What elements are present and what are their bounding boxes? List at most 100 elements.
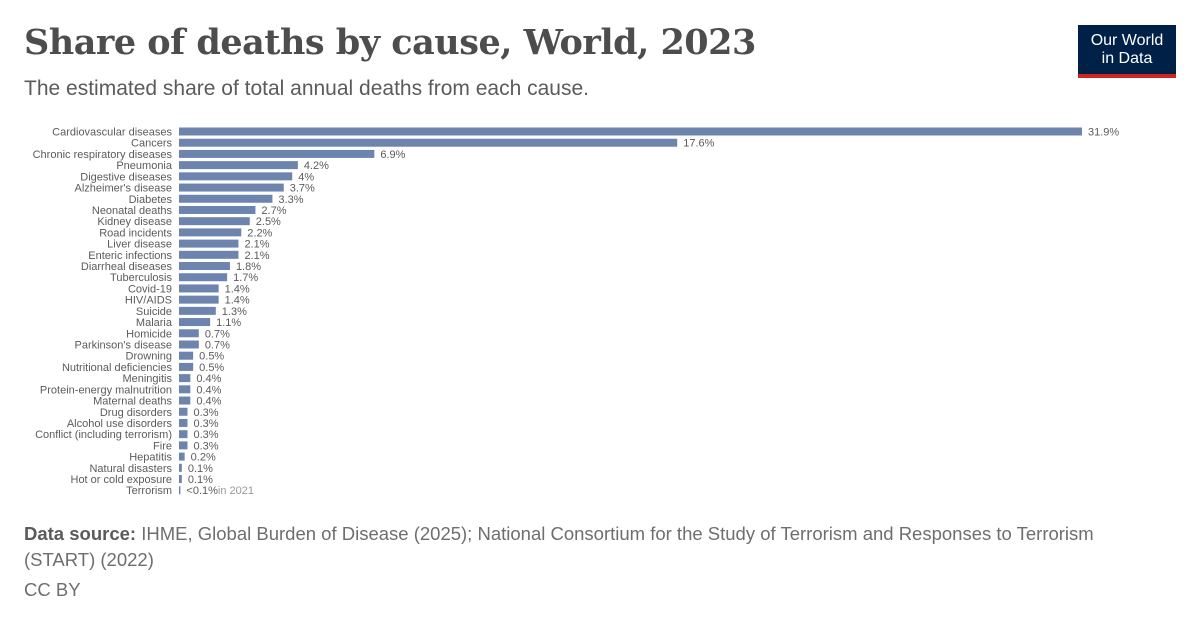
category-label-terrorism: Terrorism — [126, 485, 172, 497]
value-label-malaria: 1.1% — [216, 317, 241, 329]
category-label-neonatal-deaths: Neonatal deaths — [92, 205, 173, 217]
category-label-diarrheal-diseases: Diarrheal diseases — [81, 261, 173, 273]
category-label-chronic-respiratory-diseases: Chronic respiratory diseases — [33, 149, 173, 161]
chart-title: Share of deaths by cause, World, 2023 — [24, 22, 756, 63]
value-label-diarrheal-diseases: 1.8% — [236, 261, 261, 273]
value-label-natural-disasters: 0.1% — [188, 463, 213, 475]
owid-logo[interactable]: Our World in Data — [1078, 25, 1176, 78]
category-label-hiv-aids: HIV/AIDS — [125, 295, 172, 307]
value-label-homicide: 0.7% — [205, 328, 230, 340]
value-label-hepatitis: 0.2% — [191, 452, 216, 464]
bar-chronic-respiratory-diseases[interactable] — [179, 149, 375, 158]
category-label-covid-19: Covid-19 — [128, 283, 172, 295]
data-source-text: IHME, Global Burden of Disease (2025); N… — [24, 523, 1094, 570]
license-link[interactable]: CC BY — [24, 579, 81, 600]
bar-hot-or-cold-exposure[interactable] — [179, 475, 182, 484]
category-label-liver-disease: Liver disease — [107, 239, 172, 251]
value-label-diabetes: 3.3% — [278, 194, 303, 206]
category-label-fire: Fire — [153, 440, 172, 452]
value-label-alcohol-use-disorders: 0.3% — [193, 418, 218, 430]
value-label-road-incidents: 2.2% — [247, 227, 272, 239]
bar-protein-energy-malnutrition[interactable] — [179, 385, 191, 394]
bar-terrorism[interactable] — [179, 486, 181, 495]
bar-suicide[interactable] — [179, 306, 216, 315]
value-label-digestive-diseases: 4% — [298, 171, 314, 183]
category-label-digestive-diseases: Digestive diseases — [80, 171, 172, 183]
bar-alzheimer-s-disease[interactable] — [179, 183, 284, 192]
bar-maternal-deaths[interactable] — [179, 396, 191, 405]
value-label-drug-disorders: 0.3% — [193, 407, 218, 419]
bar-natural-disasters[interactable] — [179, 463, 182, 472]
bar-cancers[interactable] — [179, 138, 678, 147]
data-source-label: Data source: — [24, 523, 137, 544]
category-label-parkinson-s-disease: Parkinson's disease — [75, 339, 173, 351]
category-label-drug-disorders: Drug disorders — [100, 407, 173, 419]
category-label-cardiovascular-diseases: Cardiovascular diseases — [52, 127, 172, 139]
category-label-pneumonia: Pneumonia — [116, 160, 173, 172]
bar-chart: Cardiovascular diseases 31.9% Cancers 17.6%… — [33, 127, 1120, 498]
category-label-hot-or-cold-exposure: Hot or cold exposure — [71, 474, 173, 486]
bar-digestive-diseases[interactable] — [179, 172, 293, 181]
category-label-natural-disasters: Natural disasters — [89, 463, 172, 475]
value-label-hot-or-cold-exposure: 0.1% — [188, 474, 213, 486]
category-label-enteric-infections: Enteric infections — [88, 250, 172, 262]
bar-liver-disease[interactable] — [179, 239, 239, 248]
value-label-nutritional-deficiencies: 0.5% — [199, 362, 224, 374]
bar-homicide[interactable] — [179, 329, 199, 338]
value-label-parkinson-s-disease: 0.7% — [205, 339, 230, 351]
bar-hepatitis[interactable] — [179, 452, 185, 461]
bar-diabetes[interactable] — [179, 194, 273, 203]
value-label-liver-disease: 2.1% — [244, 239, 269, 251]
bar-diarrheal-diseases[interactable] — [179, 262, 230, 271]
bar-malaria[interactable] — [179, 318, 211, 327]
category-label-hepatitis: Hepatitis — [129, 452, 172, 464]
value-label-alzheimer-s-disease: 3.7% — [290, 183, 315, 195]
value-label-kidney-disease: 2.5% — [256, 216, 281, 228]
chart-subtitle: The estimated share of total annual deat… — [24, 77, 590, 100]
bar-drug-disorders[interactable] — [179, 407, 188, 416]
category-label-maternal-deaths: Maternal deaths — [93, 396, 172, 408]
data-source: Data source: IHME, Global Burden of Dise… — [24, 521, 1154, 573]
value-label-chronic-respiratory-diseases: 6.9% — [380, 149, 405, 161]
value-label-neonatal-deaths: 2.7% — [261, 205, 286, 217]
bar-hiv-aids[interactable] — [179, 295, 219, 304]
value-label-suicide: 1.3% — [222, 306, 247, 318]
bar-pneumonia[interactable] — [179, 161, 298, 170]
bar-alcohol-use-disorders[interactable] — [179, 418, 188, 427]
value-label-drowning: 0.5% — [199, 351, 224, 363]
bar-neonatal-deaths[interactable] — [179, 205, 256, 214]
category-label-alzheimer-s-disease: Alzheimer's disease — [75, 183, 172, 195]
category-label-drowning: Drowning — [126, 351, 172, 363]
category-label-meningitis: Meningitis — [122, 373, 172, 385]
value-label-pneumonia: 4.2% — [304, 160, 329, 172]
value-label-tuberculosis: 1.7% — [233, 272, 258, 284]
category-label-tuberculosis: Tuberculosis — [110, 272, 172, 284]
category-label-nutritional-deficiencies: Nutritional deficiencies — [62, 362, 173, 374]
category-label-kidney-disease: Kidney disease — [97, 216, 172, 228]
value-label-meningitis: 0.4% — [196, 373, 221, 385]
value-label-cancers: 17.6% — [683, 138, 714, 150]
category-label-malaria: Malaria — [136, 317, 173, 329]
bar-road-incidents[interactable] — [179, 228, 242, 237]
bar-meningitis[interactable] — [179, 374, 191, 383]
bar-fire[interactable] — [179, 441, 188, 450]
bar-enteric-infections[interactable] — [179, 250, 239, 259]
bar-drowning[interactable] — [179, 351, 194, 360]
bar-parkinson-s-disease[interactable] — [179, 340, 199, 349]
value-label-conflict-including-terrorism: 0.3% — [193, 429, 218, 441]
category-label-alcohol-use-disorders: Alcohol use disorders — [67, 418, 173, 430]
bar-tuberculosis[interactable] — [179, 273, 228, 282]
category-label-protein-energy-malnutrition: Protein-energy malnutrition — [40, 384, 172, 396]
value-label-hiv-aids: 1.4% — [225, 295, 250, 307]
bar-covid-19[interactable] — [179, 284, 219, 293]
value-label-protein-energy-malnutrition: 0.4% — [196, 384, 221, 396]
category-label-conflict-including-terrorism: Conflict (including terrorism) — [35, 429, 172, 441]
bar-kidney-disease[interactable] — [179, 217, 250, 226]
category-label-road-incidents: Road incidents — [99, 227, 172, 239]
bar-nutritional-deficiencies[interactable] — [179, 362, 194, 371]
value-label-enteric-infections: 2.1% — [244, 250, 269, 262]
bar-conflict-including-terrorism[interactable] — [179, 430, 188, 439]
logo-line-2: in Data — [1101, 50, 1153, 67]
bar-cardiovascular-diseases[interactable] — [179, 127, 1082, 136]
value-label-terrorism: <0.1% — [186, 485, 218, 497]
